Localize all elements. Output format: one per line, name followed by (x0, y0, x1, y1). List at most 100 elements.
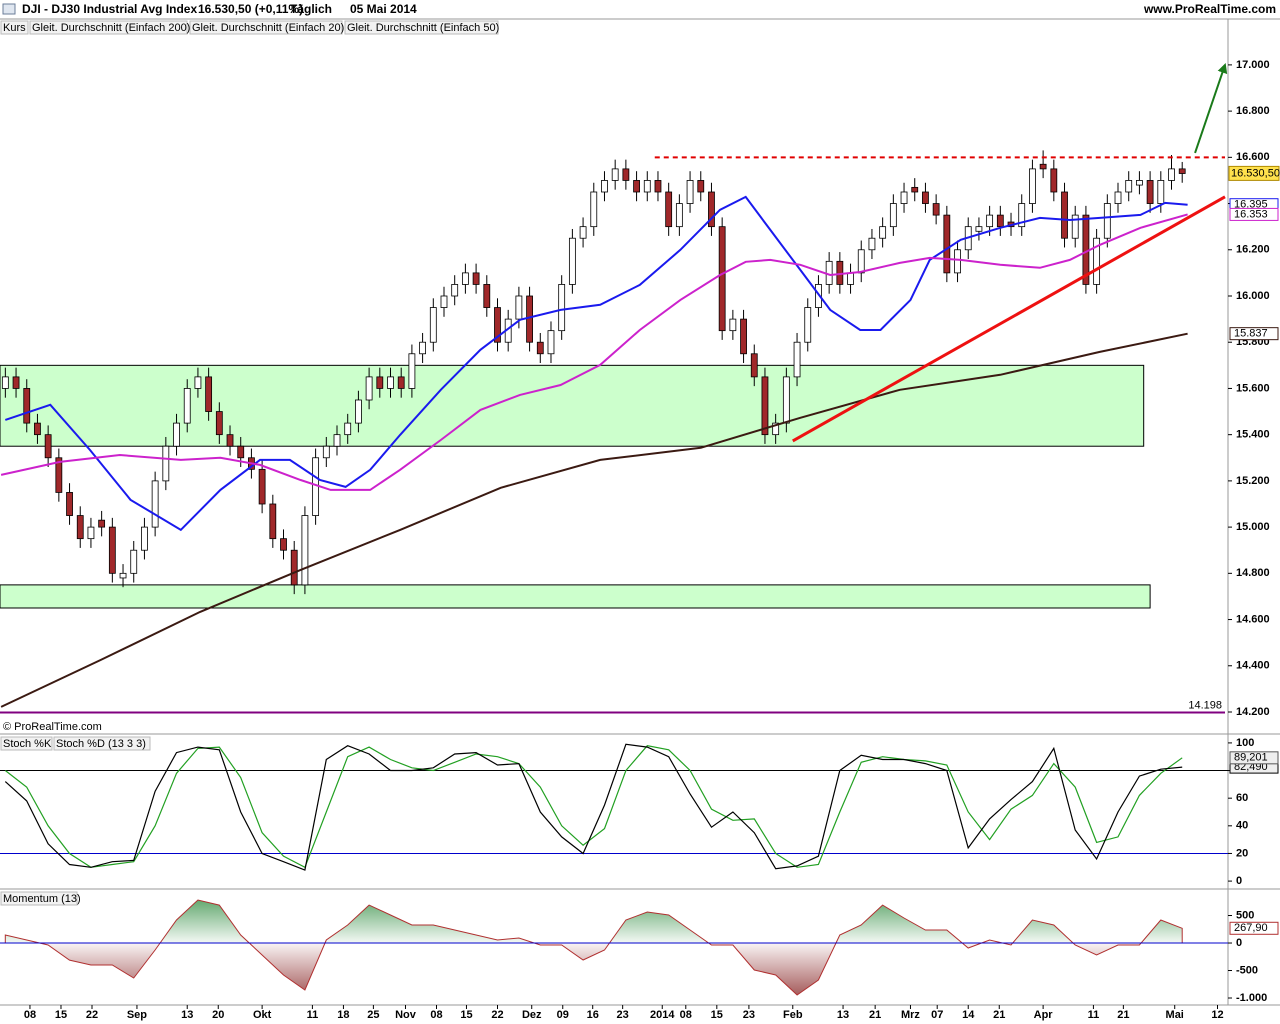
x-tick-label: Mai (1166, 1009, 1184, 1021)
candle-body (1146, 180, 1154, 204)
candle-body (579, 226, 587, 239)
candle-body (494, 307, 501, 343)
candle-body (1093, 237, 1101, 285)
candle-body (889, 203, 897, 228)
candle-body (108, 526, 116, 574)
last-value-box (1229, 327, 1279, 341)
candle-body (429, 307, 437, 343)
candle-body (911, 186, 919, 193)
candle-body (718, 226, 726, 332)
candle-body (215, 411, 223, 436)
symbol: DJI - DJ30 Industrial Avg Index (22, 2, 197, 16)
legend-entry: Gleit. Durchschnitt (Einfach 50) (347, 22, 499, 34)
x-tick-label: 16 (587, 1009, 599, 1021)
candle-body (130, 549, 138, 574)
candle-body (975, 226, 983, 232)
y-tick-label: 14.800 (1236, 567, 1270, 579)
y-tick-label: 0 (1236, 937, 1242, 949)
candle-body (868, 237, 876, 251)
x-tick-label: 07 (931, 1009, 943, 1021)
reference-label: 14.198 (1188, 699, 1222, 711)
candle-body (761, 376, 769, 436)
y-tick-label: 500 (1236, 909, 1254, 921)
trendline (792, 195, 1226, 443)
legend-entry: Gleit. Durchschnitt (Einfach 200) (32, 22, 190, 34)
x-tick-label: 08 (24, 1009, 36, 1021)
x-tick-label: Sep (127, 1009, 147, 1021)
legend-entry: Stoch %D (13 3 3) (56, 738, 146, 750)
y-tick-label: 100 (1236, 737, 1254, 749)
candle-body (611, 168, 619, 181)
x-tick-label: 22 (491, 1009, 503, 1021)
candle-body (1029, 168, 1036, 204)
x-tick-label: 18 (337, 1009, 349, 1021)
x-tick-label: 13 (837, 1009, 849, 1021)
legend-box (0, 736, 53, 751)
candle-body (1071, 214, 1079, 239)
legend-box (0, 891, 78, 906)
candle-body (1018, 203, 1026, 228)
x-tick-label: 13 (181, 1009, 193, 1021)
candle-body (1178, 168, 1186, 174)
candle-body (141, 526, 148, 551)
x-tick-label: 08 (680, 1009, 692, 1021)
last-value-label: 89,201 (1234, 752, 1268, 764)
candle-body (483, 284, 491, 308)
candle-body (675, 203, 683, 228)
candle-body (857, 249, 865, 274)
candle-body (194, 376, 202, 389)
y-tick-label: -1.000 (1236, 992, 1267, 1004)
candle-body (355, 399, 362, 424)
candle-body (633, 180, 640, 193)
candle-body (954, 249, 961, 274)
candle-body (536, 341, 544, 355)
last-value-label: 16.395 (1234, 199, 1268, 211)
candle-body (301, 515, 309, 586)
legend-box (344, 20, 499, 35)
candle-body (440, 295, 448, 308)
x-tick-label: 15 (460, 1009, 472, 1021)
candle-body (333, 434, 341, 447)
candle-body (793, 341, 801, 378)
candle-body (622, 168, 630, 181)
candle-body (847, 272, 854, 285)
legend-entry: Kurs (3, 22, 26, 34)
candle-body (900, 191, 908, 204)
candle-body (119, 572, 127, 579)
zone (0, 584, 1151, 609)
candle-body (943, 214, 951, 274)
candle-body (815, 284, 822, 308)
candle-body (526, 295, 533, 343)
y-tick-label: 40 (1236, 820, 1248, 832)
candle-body (34, 422, 41, 436)
candle-body (601, 180, 608, 193)
y-tick-label: 16.800 (1236, 105, 1270, 117)
candle-body (290, 549, 298, 586)
y-tick-label: 14.600 (1236, 613, 1270, 625)
moving-average (0, 213, 1188, 491)
y-tick-label: 20 (1236, 847, 1248, 859)
x-tick-label: 11 (1088, 1009, 1100, 1021)
y-tick-label: 0 (1236, 875, 1242, 887)
candle-body (419, 341, 426, 355)
candle-body (932, 203, 940, 216)
candle-body (408, 353, 416, 389)
x-tick-label: Apr (1034, 1009, 1054, 1021)
candle-body (547, 330, 555, 355)
candle-body (1157, 180, 1165, 204)
candle-body (1, 376, 9, 389)
candle-body (515, 295, 523, 320)
candle-body (665, 191, 673, 228)
candle-body (269, 503, 277, 540)
last-value-box (1229, 751, 1279, 765)
legend-entry: Gleit. Durchschnitt (Einfach 20) (192, 22, 344, 34)
candle-body (1136, 180, 1143, 186)
candle-body (55, 457, 63, 493)
candle-body (66, 492, 73, 516)
x-tick-label: Feb (783, 1009, 803, 1021)
candle-body (996, 214, 1004, 228)
candle-body (590, 191, 598, 228)
x-tick-label: 21 (993, 1009, 1005, 1021)
